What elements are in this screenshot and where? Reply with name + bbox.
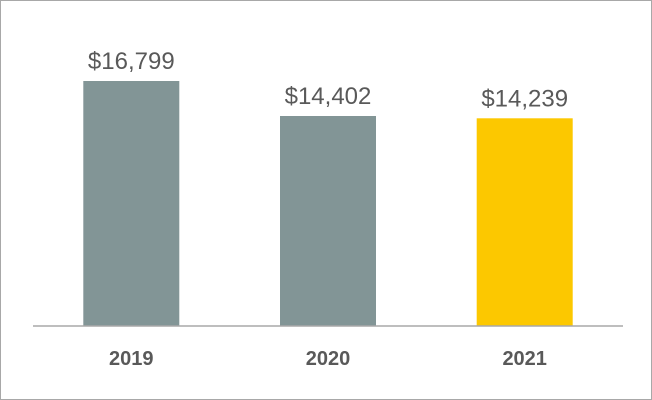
bar-2019 <box>83 81 180 326</box>
data-label-2020: $14,402 <box>285 83 372 110</box>
x-tick-label-2021: 2021 <box>502 348 547 370</box>
data-label-2021: $14,239 <box>481 85 568 112</box>
x-tick-labels-group: 2019 2020 2021 <box>109 348 547 370</box>
bar-2021 <box>476 118 573 326</box>
x-tick-label-2019: 2019 <box>109 348 154 370</box>
value-labels-group: $16,799 $14,402 $14,239 <box>88 48 568 112</box>
bar-2020 <box>280 116 376 326</box>
data-label-2019: $16,799 <box>88 48 175 75</box>
x-tick-label-2020: 2020 <box>306 348 351 370</box>
bars-group <box>83 81 573 326</box>
